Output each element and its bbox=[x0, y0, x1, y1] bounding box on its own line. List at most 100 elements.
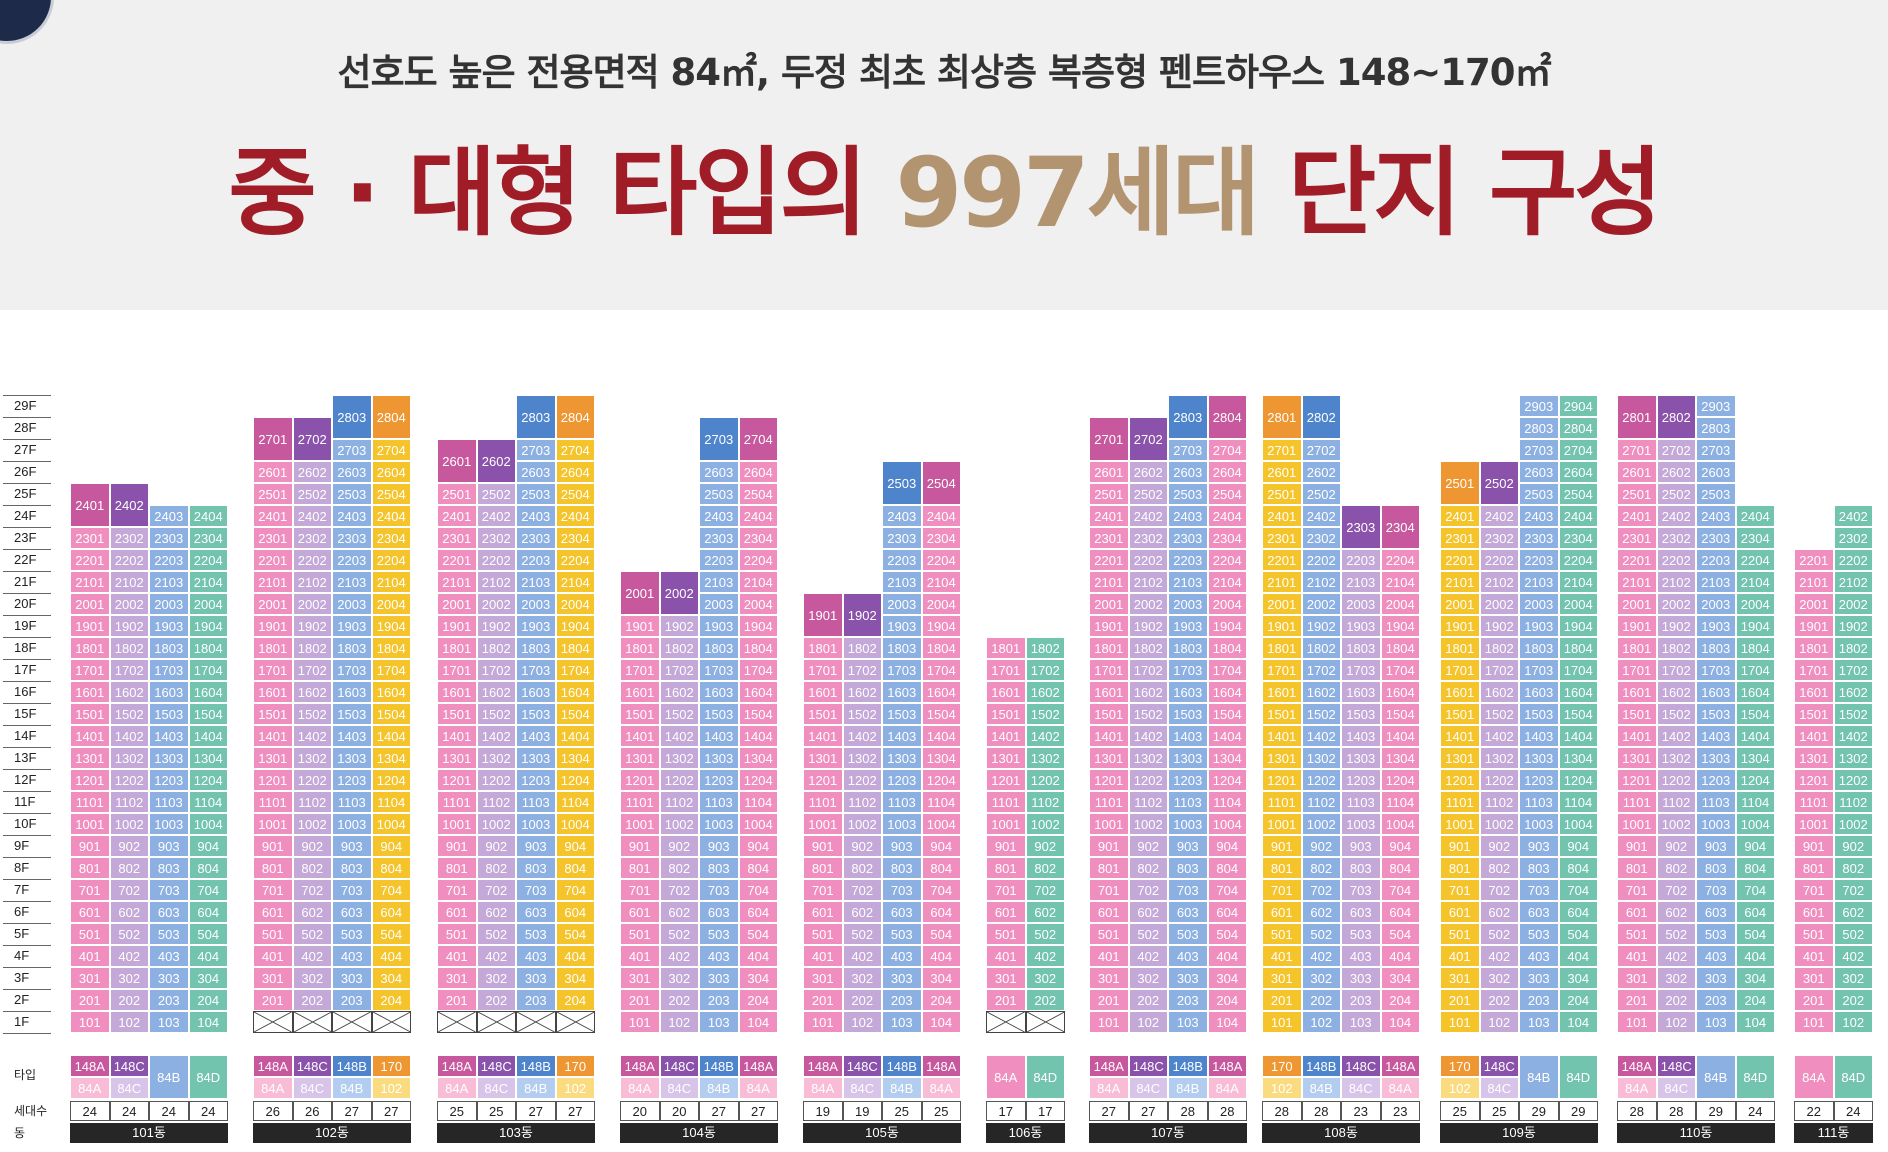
unit-cell: 1003 bbox=[1696, 813, 1736, 835]
unit-cell: 1902 bbox=[476, 615, 516, 637]
unit-cell: 1304 bbox=[371, 747, 411, 769]
household-count: 24 bbox=[1833, 1101, 1873, 1121]
unit-cell: 2401 bbox=[437, 505, 477, 527]
empty-unit bbox=[555, 1011, 595, 1033]
unit-cell: 1804 bbox=[1558, 637, 1598, 659]
type-cell: 84A bbox=[738, 1077, 778, 1099]
unit-cell: 1501 bbox=[620, 703, 660, 725]
unit-cell: 1803 bbox=[1168, 637, 1208, 659]
unit-cell: 103 bbox=[1168, 1011, 1208, 1033]
unit-cell: 1304 bbox=[555, 747, 595, 769]
type-cell: 84B bbox=[1519, 1055, 1559, 1099]
unit-cell: 2704 bbox=[1558, 439, 1598, 461]
unit-cell: 603 bbox=[699, 901, 739, 923]
unit-cell: 2001 bbox=[1794, 593, 1834, 615]
type-cell: 84A bbox=[70, 1077, 110, 1099]
unit-cell: 2003 bbox=[882, 593, 922, 615]
unit-cell: 1202 bbox=[842, 769, 882, 791]
unit-cell: 2501 bbox=[253, 483, 293, 505]
unit-cell: 1404 bbox=[921, 725, 961, 747]
empty-unit bbox=[437, 1011, 477, 1033]
unit-cell: 2402 bbox=[1479, 505, 1519, 527]
unit-cell: 901 bbox=[1089, 835, 1129, 857]
penthouse-unit: 2001 bbox=[620, 571, 660, 615]
penthouse-unit: 2002 bbox=[659, 571, 699, 615]
unit-cell: 2004 bbox=[1558, 593, 1598, 615]
type-cell: 84A bbox=[921, 1077, 961, 1099]
unit-cell: 2002 bbox=[1128, 593, 1168, 615]
unit-cell: 602 bbox=[1301, 901, 1341, 923]
unit-cell: 603 bbox=[882, 901, 922, 923]
unit-cell: 2302 bbox=[109, 527, 149, 549]
unit-cell: 404 bbox=[555, 945, 595, 967]
unit-cell: 2003 bbox=[149, 593, 189, 615]
unit-cell: 2603 bbox=[332, 461, 372, 483]
penthouse-unit: 2602 bbox=[476, 439, 516, 483]
household-count: 29 bbox=[1696, 1101, 1736, 1121]
unit-cell: 102 bbox=[1301, 1011, 1341, 1033]
unit-cell: 1404 bbox=[1735, 725, 1775, 747]
unit-cell: 1704 bbox=[555, 659, 595, 681]
unit-cell: 804 bbox=[188, 857, 228, 879]
unit-cell: 302 bbox=[659, 967, 699, 989]
floor-label: 8F bbox=[14, 860, 30, 875]
unit-cell: 2603 bbox=[1696, 461, 1736, 483]
unit-cell: 1904 bbox=[1735, 615, 1775, 637]
unit-cell: 1901 bbox=[1440, 615, 1480, 637]
unit-cell: 902 bbox=[109, 835, 149, 857]
unit-cell: 802 bbox=[659, 857, 699, 879]
unit-cell: 1204 bbox=[1207, 769, 1247, 791]
unit-cell: 1302 bbox=[1479, 747, 1519, 769]
unit-cell: 802 bbox=[1479, 857, 1519, 879]
type-cell: 84B bbox=[332, 1077, 372, 1099]
unit-cell: 2403 bbox=[1168, 505, 1208, 527]
empty-unit bbox=[332, 1011, 372, 1033]
household-count: 25 bbox=[1440, 1101, 1480, 1121]
unit-cell: 502 bbox=[1656, 923, 1696, 945]
unit-cell: 1602 bbox=[659, 681, 699, 703]
unit-cell: 901 bbox=[620, 835, 660, 857]
household-count: 25 bbox=[921, 1101, 961, 1121]
household-count: 29 bbox=[1519, 1101, 1559, 1121]
unit-cell: 204 bbox=[1558, 989, 1598, 1011]
unit-cell: 2501 bbox=[1089, 483, 1129, 505]
unit-cell: 1501 bbox=[803, 703, 843, 725]
unit-cell: 1402 bbox=[292, 725, 332, 747]
unit-cell: 701 bbox=[253, 879, 293, 901]
unit-cell: 1603 bbox=[149, 681, 189, 703]
unit-cell: 2401 bbox=[1440, 505, 1480, 527]
unit-cell: 202 bbox=[1301, 989, 1341, 1011]
unit-cell: 1801 bbox=[986, 637, 1026, 659]
unit-cell: 502 bbox=[1833, 923, 1873, 945]
unit-cell: 2304 bbox=[1558, 527, 1598, 549]
unit-cell: 1701 bbox=[986, 659, 1026, 681]
unit-cell: 603 bbox=[1519, 901, 1559, 923]
unit-cell: 604 bbox=[738, 901, 778, 923]
penthouse-unit: 1902 bbox=[842, 593, 882, 637]
floor-divider bbox=[3, 923, 51, 924]
unit-cell: 1803 bbox=[1519, 637, 1559, 659]
unit-cell: 1601 bbox=[70, 681, 110, 703]
unit-cell: 303 bbox=[1168, 967, 1208, 989]
unit-cell: 2101 bbox=[1089, 571, 1129, 593]
unit-cell: 1502 bbox=[1301, 703, 1341, 725]
unit-cell: 701 bbox=[620, 879, 660, 901]
unit-cell: 803 bbox=[1519, 857, 1559, 879]
unit-cell: 2104 bbox=[371, 571, 411, 593]
floor-label: 9F bbox=[14, 838, 30, 853]
unit-cell: 303 bbox=[1341, 967, 1381, 989]
unit-cell: 1302 bbox=[1128, 747, 1168, 769]
unit-cell: 1702 bbox=[1301, 659, 1341, 681]
household-count: 17 bbox=[986, 1101, 1026, 1121]
floor-divider bbox=[3, 549, 51, 550]
unit-cell: 1801 bbox=[1794, 637, 1834, 659]
unit-cell: 2104 bbox=[555, 571, 595, 593]
household-count: 23 bbox=[1380, 1101, 1420, 1121]
unit-cell: 1901 bbox=[1262, 615, 1302, 637]
unit-cell: 604 bbox=[555, 901, 595, 923]
type-cell: 148A bbox=[620, 1055, 660, 1077]
unit-cell: 1602 bbox=[292, 681, 332, 703]
unit-cell: 2003 bbox=[332, 593, 372, 615]
floor-label: 25F bbox=[14, 486, 37, 501]
unit-cell: 1104 bbox=[1735, 791, 1775, 813]
